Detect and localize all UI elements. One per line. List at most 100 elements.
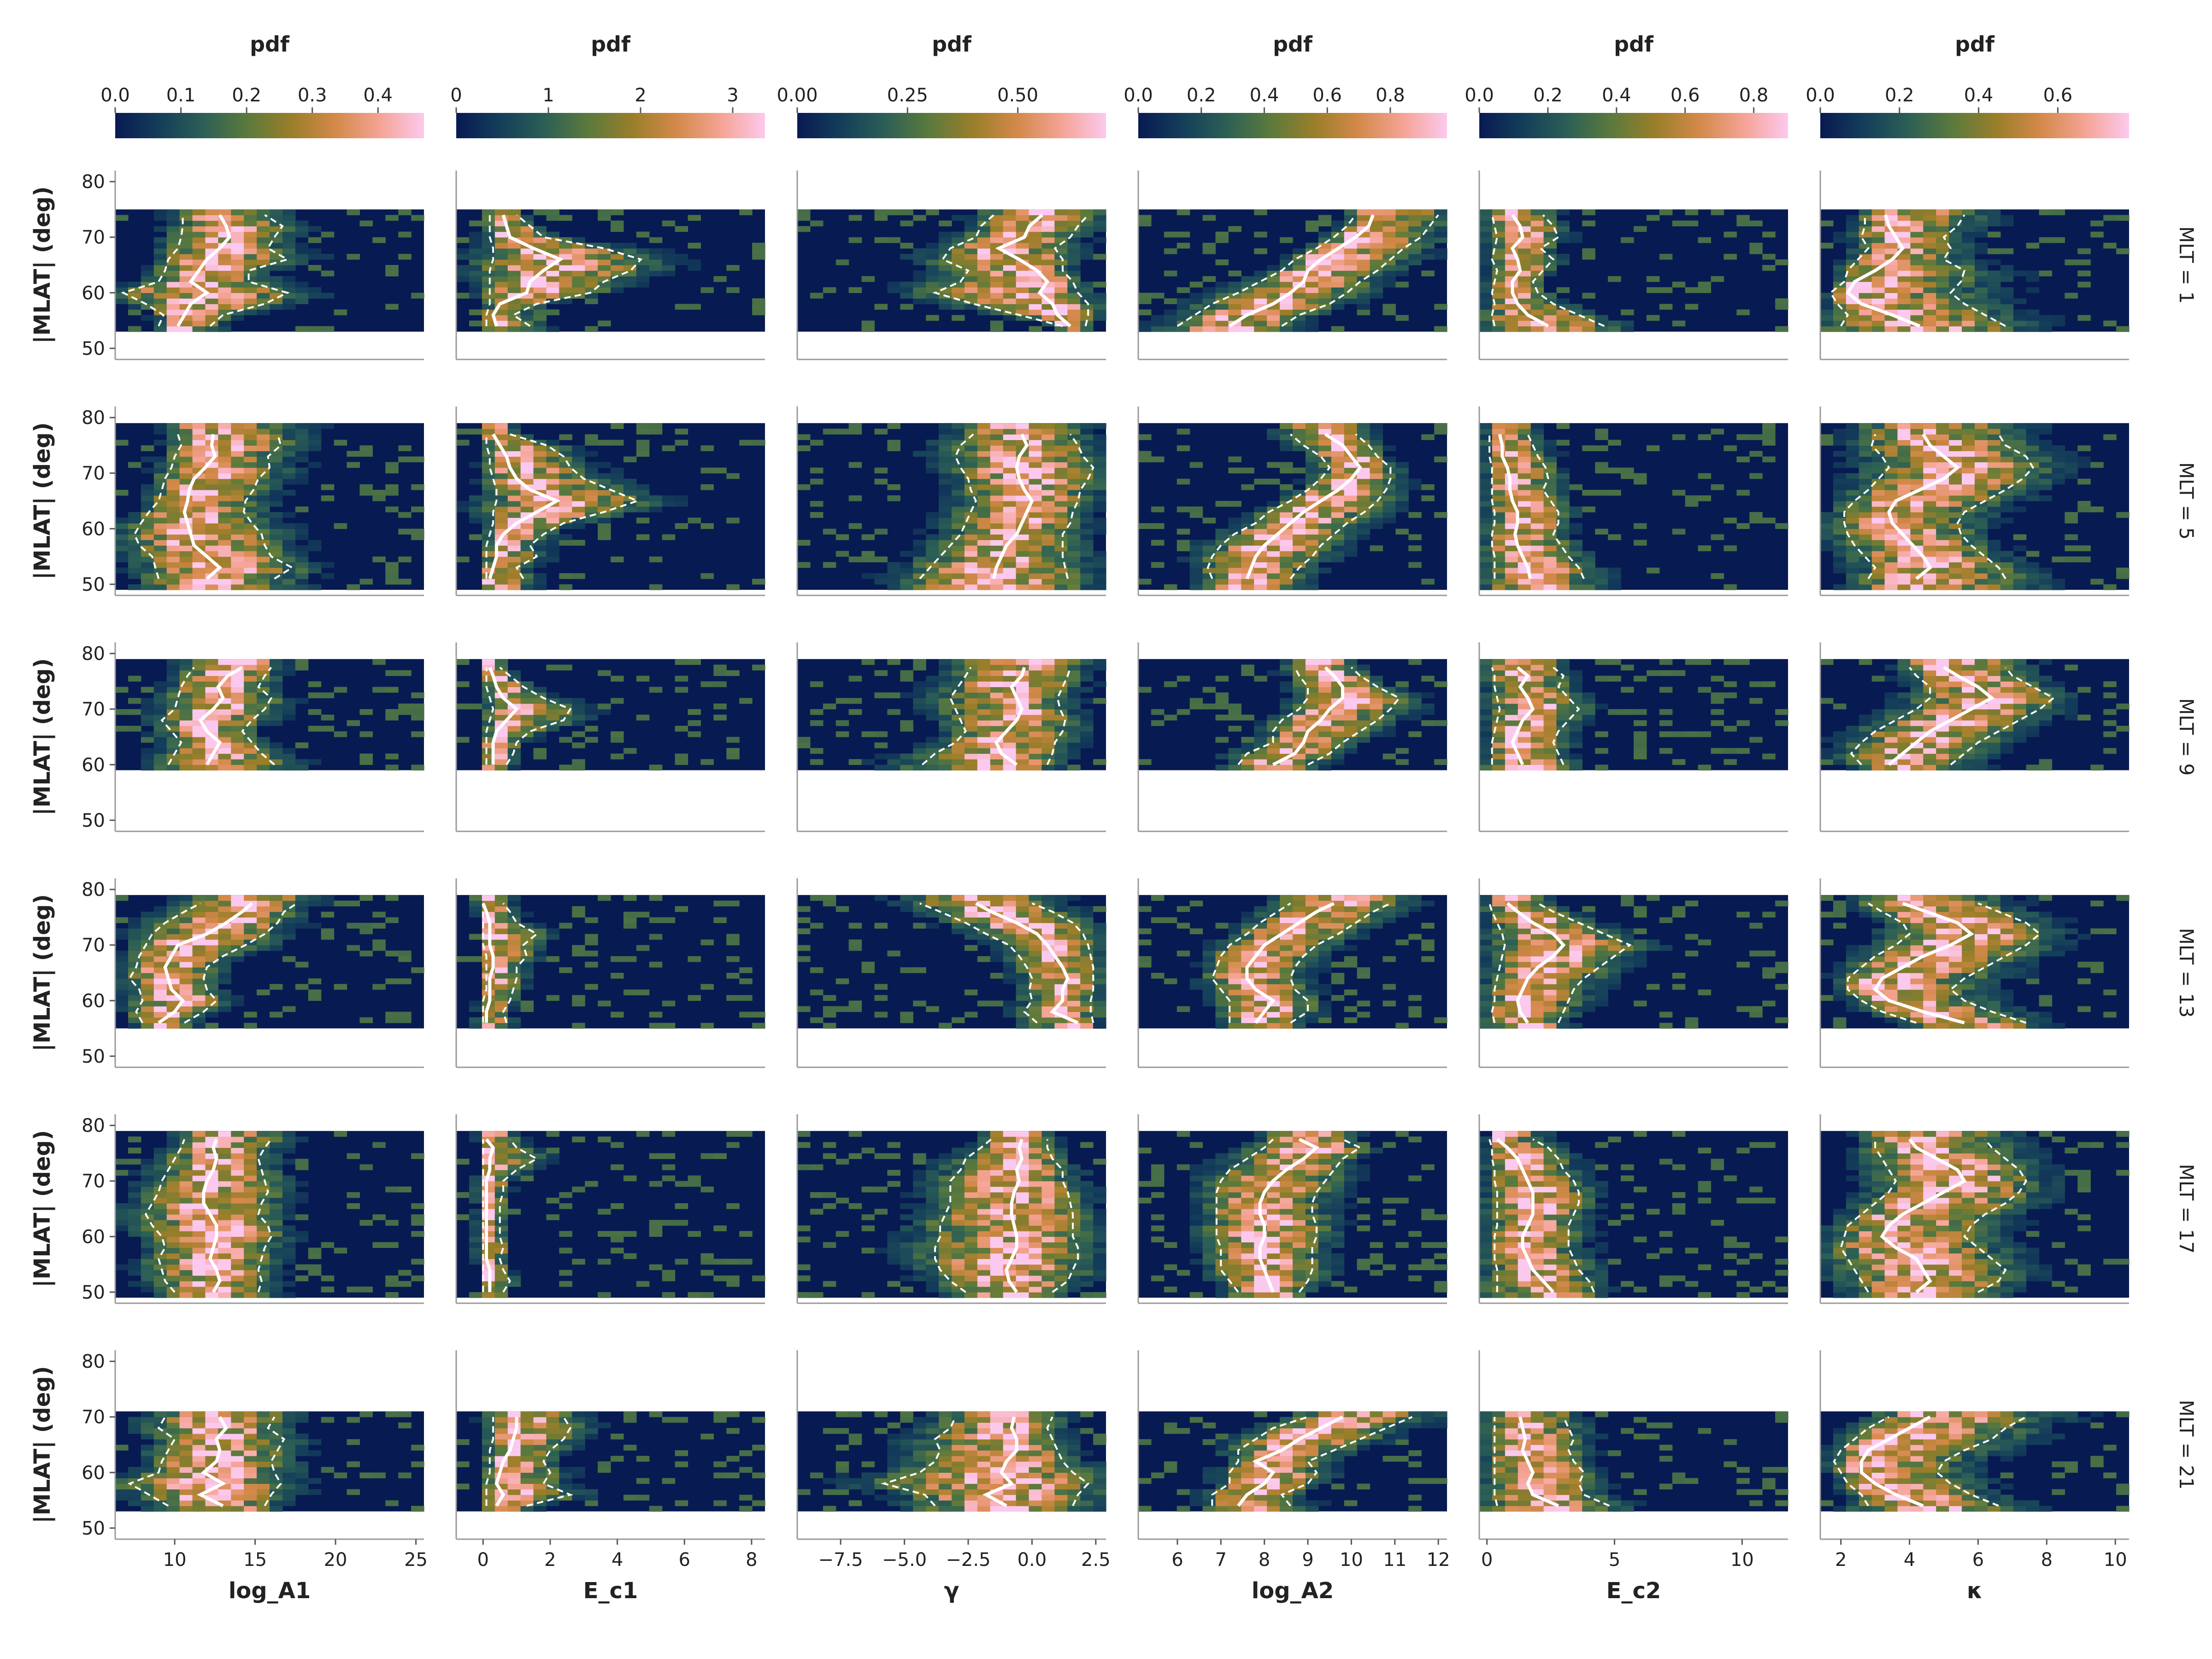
heatmap-cell [282,282,296,288]
heatmap-cell [1067,709,1081,715]
heatmap-cell [2039,237,2053,243]
heatmap-cell [2013,506,2027,512]
heatmap-cell [977,495,991,501]
heatmap-cell [1421,271,1435,276]
heatmap-cell [218,484,231,490]
heatmap-cell [282,456,296,463]
heatmap-cell [1080,512,1094,518]
heatmap-cell [1505,473,1518,479]
heatmap-cell [257,540,270,546]
heatmap-cell [257,720,270,726]
heatmap-cell [2039,478,2053,485]
heatmap-cell [1421,226,1435,232]
heatmap-cell [1975,226,1988,232]
heatmap-cell [926,523,939,529]
heatmap-cell [411,506,424,512]
heatmap-cell [1923,495,1936,501]
heatmap-cell [939,304,952,310]
heatmap-cell [1054,698,1068,704]
heatmap-cell [1910,259,1924,265]
heatmap-cell [1382,309,1396,316]
heatmap-cell [1711,276,1724,282]
heatmap-cell [1923,315,1936,321]
heatmap-cell [900,253,913,260]
heatmap-cell [1492,534,1506,541]
heatmap-cell [1833,495,1847,501]
heatmap-cell [257,578,270,585]
heatmap-cell [469,429,482,435]
heatmap-cell [257,562,270,568]
heatmap-cell [1975,315,1988,321]
heatmap-cell [726,670,740,676]
heatmap-cell [926,737,939,743]
heatmap-cell [688,720,701,726]
heatmap-cell [964,578,978,585]
heatmap-cell [1054,584,1068,590]
heatmap-cell [990,298,1004,305]
heatmap-cell [1382,231,1396,238]
heatmap-cell [585,265,598,271]
heatmap-cell [469,282,482,288]
heatmap-cell [1897,518,1911,524]
heatmap-cell [926,298,939,305]
heatmap-cell [1530,534,1544,541]
heatmap-cell [559,584,572,590]
heatmap-cell [1041,714,1055,721]
heatmap-cell [494,489,508,496]
heatmap-cell [585,495,598,501]
heatmap-cell [585,467,598,474]
heatmap-cell [1975,484,1988,490]
heatmap-cell [218,512,231,518]
heatmap-cell [636,518,650,524]
colorbar-tick-label: 0.2 [232,85,261,106]
heatmap-cell [192,320,206,327]
heatmap-cell [270,562,283,568]
heatmap-cell [192,495,206,501]
heatmap-cell [520,309,534,316]
y-tick-label: 80 [82,407,105,429]
heatmap-cell [1962,276,1975,282]
heatmap-cell [1029,670,1042,676]
heatmap-cell [141,714,154,721]
heatmap-cell [598,209,611,216]
heatmap-cell [611,226,624,232]
heatmap-cell [1949,440,1962,446]
heatmap-cell [270,687,283,693]
heatmap-cell [1711,209,1724,216]
heatmap-cell [1344,248,1358,254]
heatmap-cell [1936,467,1949,474]
heatmap-cell [1492,304,1506,310]
heatmap-cell [179,567,193,574]
heatmap-cell [1029,573,1042,579]
heatmap-cell [359,759,373,765]
heatmap-cell [1479,495,1493,501]
heatmap-cell [1344,512,1358,518]
heatmap-cell [559,534,572,541]
heatmap-cell [2065,451,2078,457]
heatmap-cell [572,714,585,721]
heatmap-cell [270,523,283,529]
heatmap-cell [926,584,939,590]
heatmap-cell [179,765,193,771]
heatmap-cell [1434,429,1447,435]
heatmap-cell [1569,309,1583,316]
heatmap-cell [926,282,939,288]
heatmap-cell [1859,545,1872,552]
heatmap-cell [1016,276,1030,282]
heatmap-cell [1029,759,1042,765]
heatmap-cell [270,529,283,535]
heatmap-cell [166,429,180,435]
colorbar-tick-label: 0.6 [1312,85,1342,106]
heatmap-cell [1434,759,1447,765]
heatmap-cell [1833,276,1847,282]
heatmap-cell [1054,567,1068,574]
heatmap-cell [308,445,322,452]
heatmap-cell [179,665,193,671]
heatmap-cell [1543,551,1557,557]
heatmap-cell [1884,282,1898,288]
heatmap-cell [2039,467,2053,474]
heatmap-cell [166,467,180,474]
heatmap-cell [205,518,218,524]
heatmap-cell [1241,540,1254,546]
heatmap-cell [1530,506,1544,512]
